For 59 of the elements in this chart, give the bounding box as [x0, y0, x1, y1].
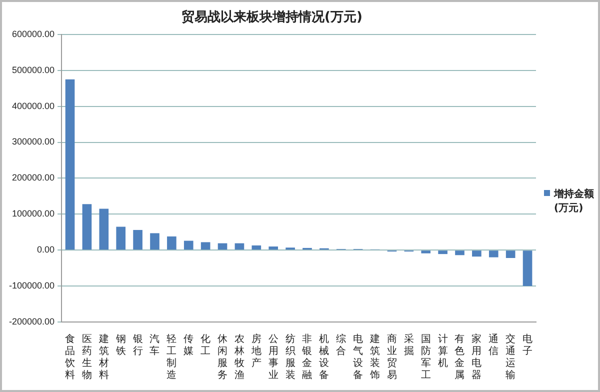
y-tick-label: 300000.00	[12, 136, 55, 147]
x-tick-label: 电气设备	[353, 332, 364, 381]
y-tick-label: 400000.00	[12, 100, 55, 111]
bar	[218, 243, 228, 250]
bar	[488, 250, 498, 258]
x-tick-label: 房地产	[250, 332, 262, 369]
y-tick-label: 500000.00	[12, 64, 55, 75]
chart-title: 贸易战以来板块增持情况(万元)	[180, 8, 364, 26]
bar	[268, 246, 278, 250]
y-tick-label: 200000.00	[12, 172, 55, 183]
x-tick-label: 建筑材料	[98, 332, 109, 381]
x-tick-label: 休闲服务	[218, 334, 228, 381]
x-tick-label: 通信	[488, 332, 499, 357]
bar	[99, 208, 109, 250]
y-tick-label: 100000.00	[12, 208, 55, 219]
x-tick-label: 化工	[200, 332, 211, 357]
x-tick-label: 银行	[132, 334, 143, 357]
x-tick-label: 纺织服装	[285, 332, 296, 381]
bar	[522, 250, 532, 286]
x-tick-label: 农林牧渔	[233, 334, 244, 381]
bar	[438, 250, 448, 254]
bar	[133, 230, 142, 250]
x-tick-label: 汽车	[150, 332, 160, 357]
x-tick-label: 建筑装饰	[369, 332, 380, 381]
bar	[455, 250, 464, 256]
legend-label: 增持金额(万元)	[554, 187, 595, 215]
x-tick-label: 非银金融	[301, 332, 312, 381]
x-tick-label: 食品饮料	[64, 332, 76, 381]
bar	[184, 240, 194, 250]
y-tick-label: 600000.00	[12, 28, 55, 39]
x-tick-label: 家用电器	[472, 332, 482, 381]
x-tick-label: 有色金属	[454, 332, 465, 381]
x-tick-label: 电子	[522, 332, 533, 357]
x-tick-label: 采掘	[404, 332, 414, 357]
bar	[200, 242, 210, 250]
x-tick-label: 医药生物	[82, 334, 92, 381]
bar	[82, 204, 92, 250]
x-tick-label: 钢铁	[114, 334, 126, 357]
x-tick-label: 公用事业	[268, 332, 278, 381]
x-tick-label: 国防军工	[420, 334, 431, 381]
bar	[472, 250, 482, 257]
x-tick-label: 传媒	[184, 334, 194, 357]
x-tick-label: 商业贸易	[386, 332, 397, 381]
y-tick-label: -200000.00	[8, 316, 55, 326]
bar	[506, 250, 516, 258]
y-tick-label: -100000.00	[8, 280, 55, 291]
bar	[167, 236, 176, 250]
bar	[116, 226, 126, 250]
bar	[234, 243, 244, 250]
y-tick-label: 0.00	[37, 244, 55, 255]
bar	[252, 245, 262, 250]
x-tick-label: 交通运输	[506, 332, 516, 381]
x-tick-label: 轻工制造	[166, 332, 177, 381]
x-tick-label: 机械设备	[319, 332, 330, 381]
bar	[421, 250, 431, 254]
x-tick-label: 计算机	[438, 332, 448, 369]
x-tick-label: 综合	[336, 332, 346, 357]
bar	[150, 233, 160, 250]
bar	[65, 79, 75, 250]
